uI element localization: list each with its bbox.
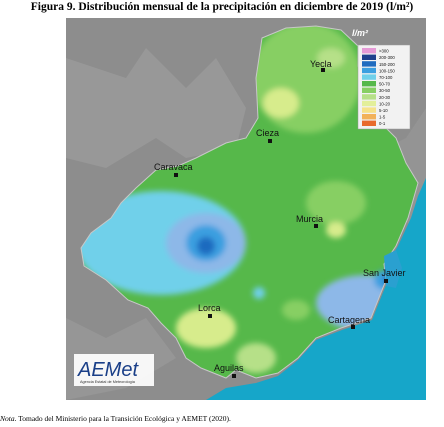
svg-text:Aguilas: Aguilas (214, 363, 244, 373)
svg-text:Agencia Estatal de Meteorologí: Agencia Estatal de Meteorología (80, 380, 136, 384)
svg-text:Yecla: Yecla (310, 59, 332, 69)
figure-title: Figura 9. Distribución mensual de la pre… (30, 1, 414, 13)
svg-text:AEMet: AEMet (77, 359, 139, 381)
city-yecla: Yecla (310, 59, 332, 72)
city-cartagena: Cartagena (328, 315, 370, 329)
legend-label: 150-200 (379, 62, 395, 67)
svg-text:Cieza: Cieza (256, 128, 279, 138)
legend-label: 10-20 (379, 101, 391, 106)
legend-label: 100-150 (379, 68, 395, 73)
svg-text:San Javier: San Javier (363, 268, 406, 278)
city-murcia: Murcia (296, 214, 323, 228)
city-aguilas: Aguilas (214, 363, 244, 378)
legend-swatch (362, 100, 376, 107)
legend-swatch (362, 87, 376, 93)
svg-text:Caravaca: Caravaca (154, 162, 193, 172)
city-lorca: Lorca (198, 303, 221, 318)
city-san-javier: San Javier (363, 268, 406, 283)
legend-label: 70-100 (379, 75, 393, 80)
mar-menor (384, 250, 402, 288)
legend-swatch (362, 94, 376, 100)
legend-swatch (362, 61, 376, 67)
svg-text:Cartagena: Cartagena (328, 315, 370, 325)
legend-label: 50-70 (379, 82, 391, 87)
legend-swatch (362, 74, 376, 80)
city-caravaca: Caravaca (154, 162, 193, 177)
source-note: Nota. Tomado del Ministerio para la Tran… (0, 414, 231, 423)
legend-label: 5-10 (379, 108, 388, 113)
legend-unit: l/m² (352, 28, 369, 38)
legend-swatch (362, 120, 376, 126)
svg-text:Murcia: Murcia (296, 214, 323, 224)
legend-swatch (362, 114, 376, 120)
aemet-logo: AEMet Agencia Estatal de Meteorología (74, 354, 154, 386)
legend-label: 200-300 (379, 55, 395, 60)
legend-swatch (362, 107, 376, 113)
svg-text:Lorca: Lorca (198, 303, 221, 313)
legend-swatch (362, 48, 376, 54)
city-markers: Yecla Cieza Caravaca Murcia San Javier L… (154, 59, 406, 378)
sea (206, 178, 426, 400)
legend-label: 30-50 (379, 88, 391, 93)
legend-swatch (362, 54, 376, 60)
legend-swatch (362, 67, 376, 74)
legend-label: 20-30 (379, 95, 391, 100)
precipitation-map: Yecla Cieza Caravaca Murcia San Javier L… (66, 18, 426, 400)
legend-label: >300 (379, 49, 389, 54)
legend-label: 1-5 (379, 115, 386, 120)
city-cieza: Cieza (256, 128, 279, 143)
legend-swatch (362, 81, 376, 87)
legend-label: 0-1 (379, 121, 386, 126)
